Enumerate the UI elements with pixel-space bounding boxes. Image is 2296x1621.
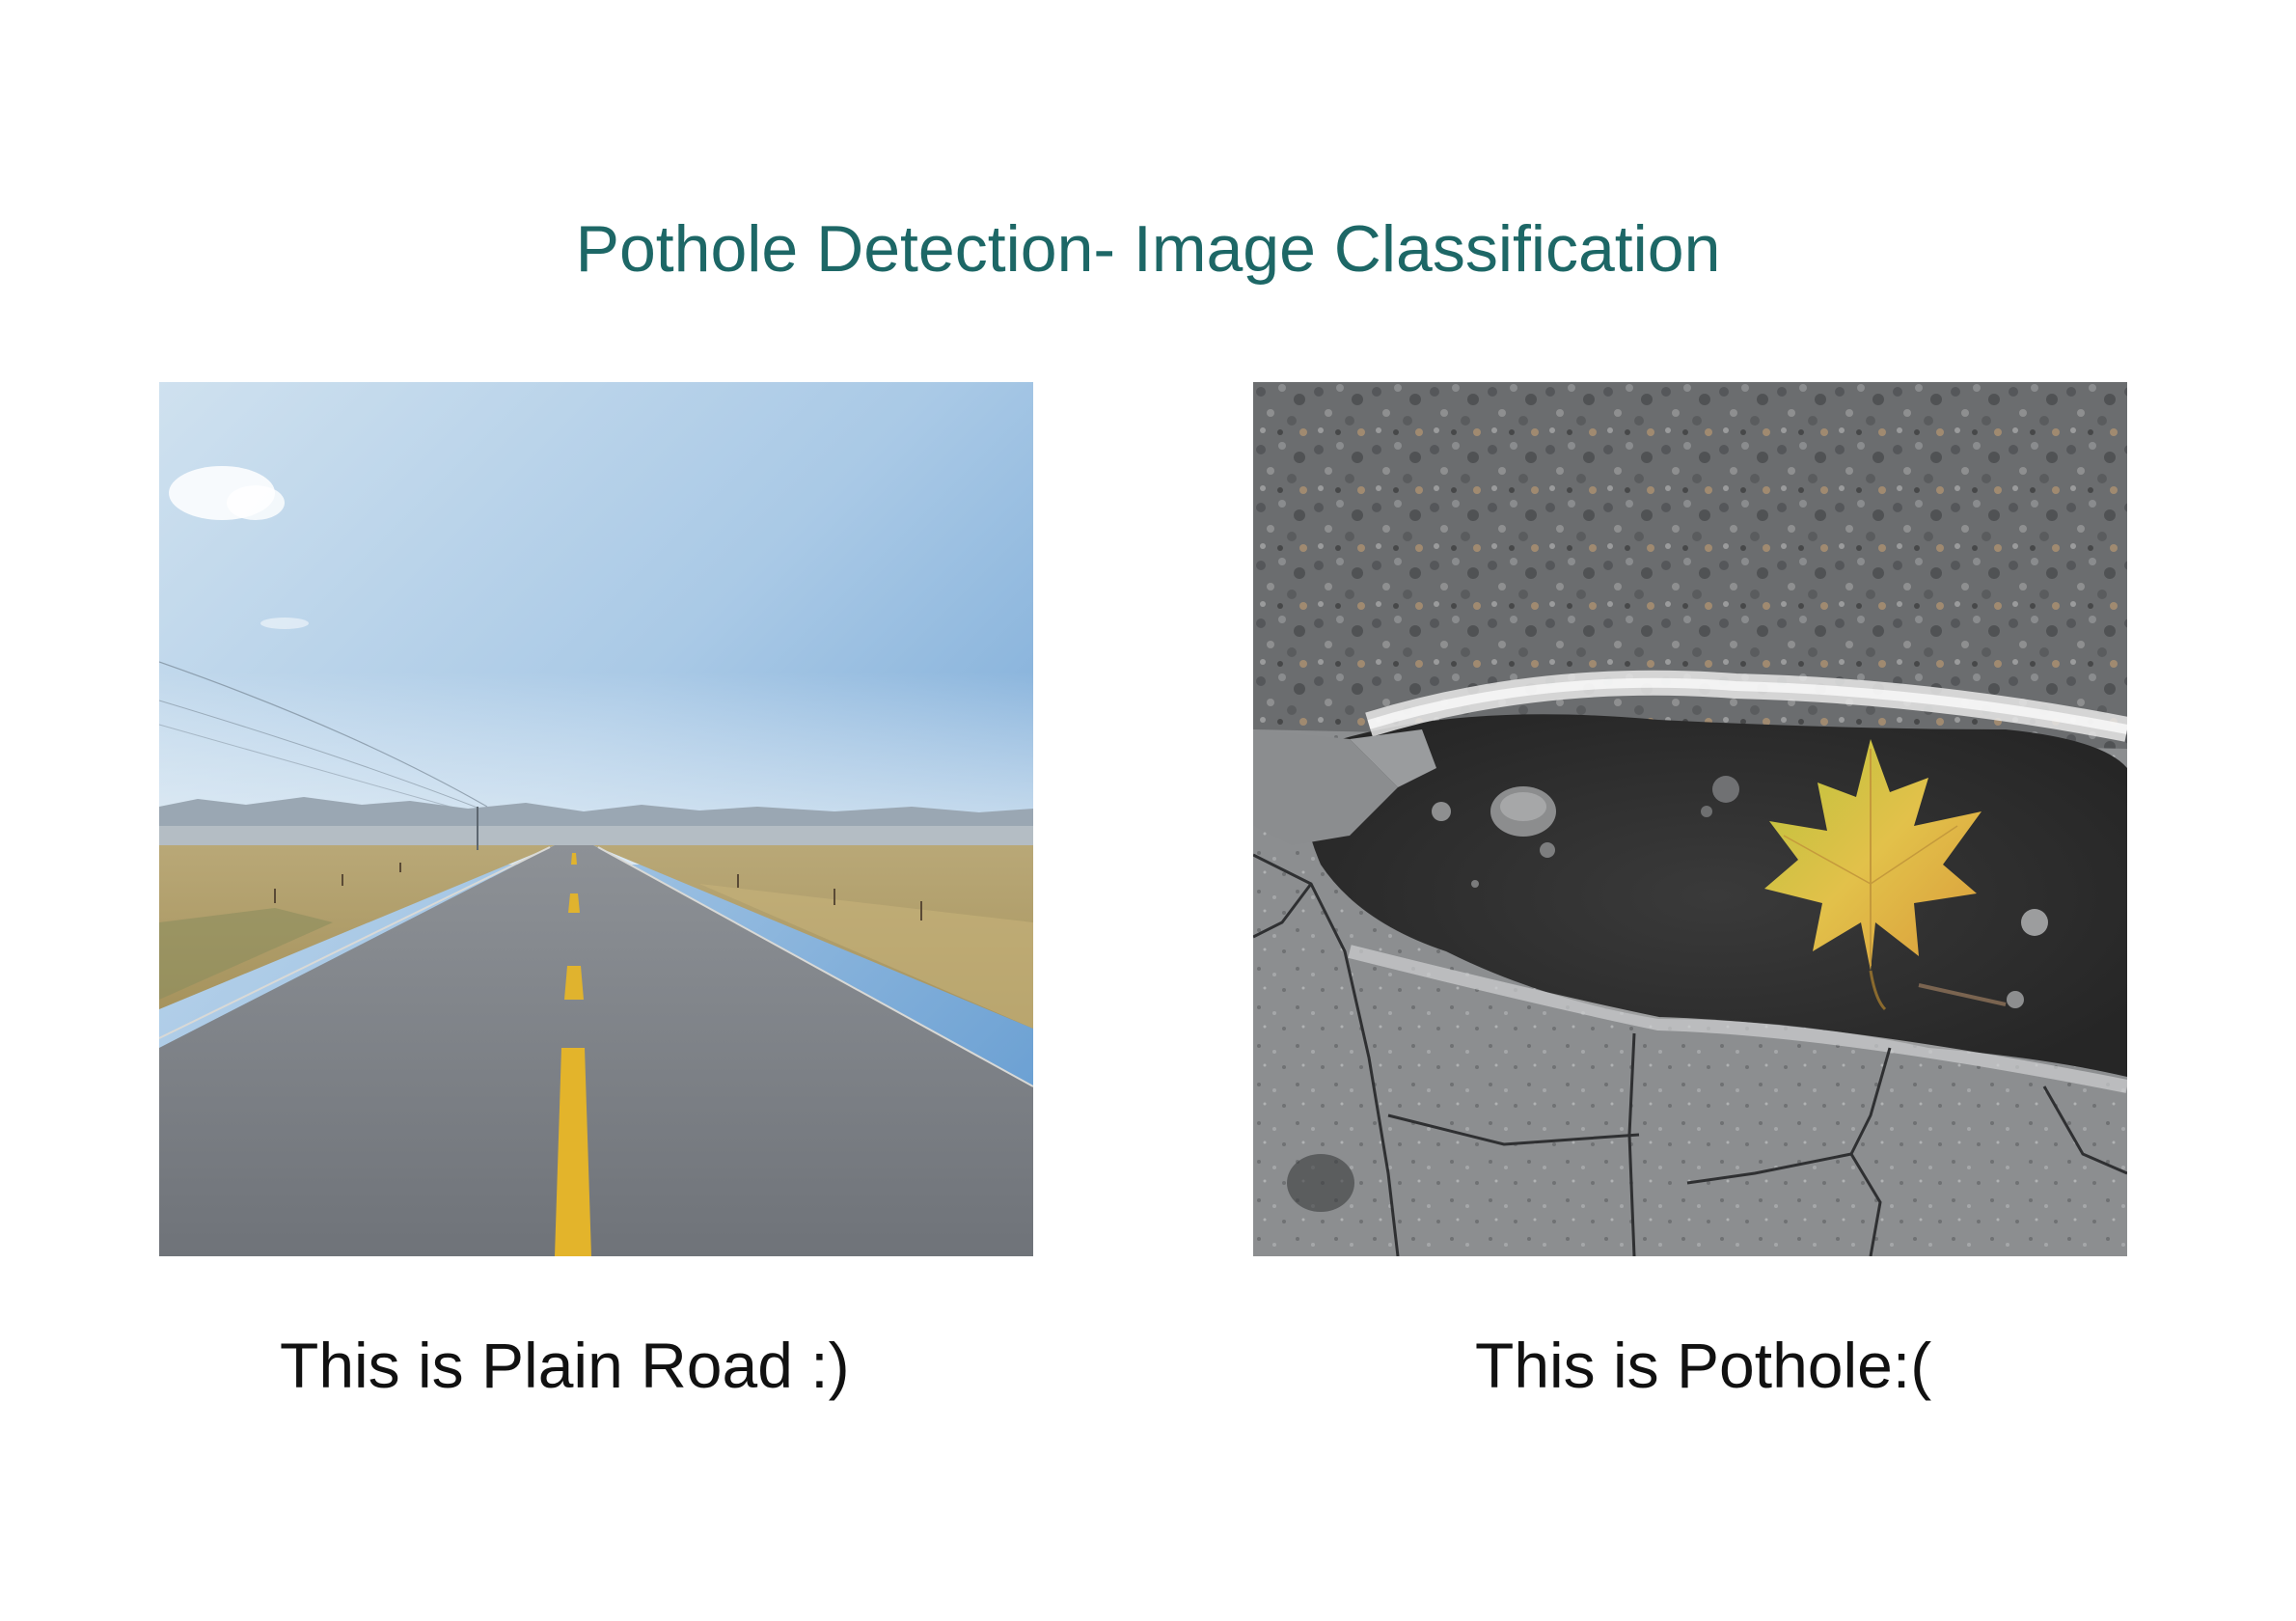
- pothole-photo: [1253, 382, 2127, 1256]
- page-title: Pothole Detection- Image Classification: [575, 212, 1721, 286]
- road-photo: [159, 382, 1033, 1256]
- road-caption: This is Plain Road :): [280, 1330, 850, 1401]
- pothole-caption: This is Pothole:(: [1475, 1330, 1932, 1401]
